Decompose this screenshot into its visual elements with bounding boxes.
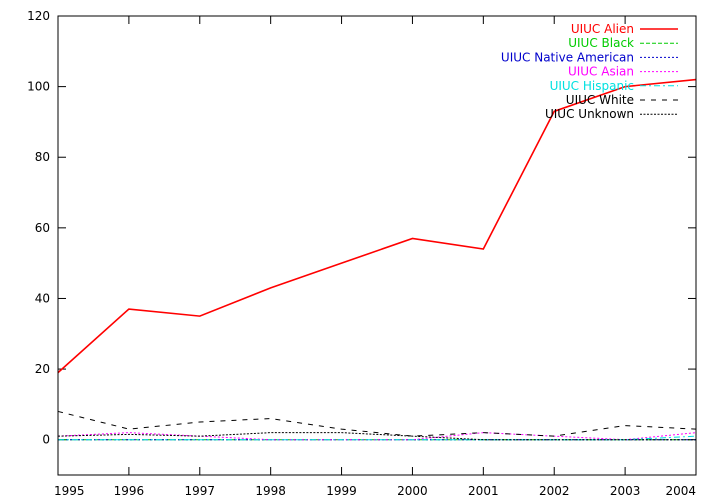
series-lines xyxy=(57,78,697,441)
x-tick-label: 2001 xyxy=(468,484,499,498)
series-line-uiuc-unknown xyxy=(57,432,696,441)
legend-label: UIUC Native American xyxy=(501,50,634,64)
x-tick-label: 1995 xyxy=(54,484,85,498)
axes: 0 20 40 60 80 100 120 1995 1996 1997 1998 1999 2000 2… xyxy=(27,9,697,498)
series-line-uiuc-alien xyxy=(57,78,697,374)
x-tick-label: 1996 xyxy=(114,484,145,498)
y-tick-label: 100 xyxy=(27,80,50,94)
y-tick-label: 120 xyxy=(27,9,50,23)
x-tick-label: 1999 xyxy=(326,484,357,498)
y-tick-label: 0 xyxy=(42,433,50,447)
y-tick-label: 40 xyxy=(35,291,50,305)
legend-label: UIUC Black xyxy=(568,36,634,50)
x-tick-label: 2003 xyxy=(610,484,641,498)
y-tick-label: 20 xyxy=(35,362,50,376)
plot-frame xyxy=(57,15,697,476)
series-line-uiuc-hispanic xyxy=(58,435,697,441)
y-tick-label: 80 xyxy=(35,150,50,164)
x-tick-label: 1997 xyxy=(185,484,216,498)
y-tick-label: 60 xyxy=(35,221,50,235)
legend-label: UIUC Hispanic xyxy=(550,79,634,93)
legend-label: UIUC White xyxy=(566,93,634,107)
x-tick-label: 2004 xyxy=(665,484,696,498)
legend-label: UIUC Alien xyxy=(571,22,634,36)
legend-label: UIUC Unknown xyxy=(545,107,634,121)
legend-label: UIUC Asian xyxy=(568,65,634,79)
series-line-uiuc-asian xyxy=(57,432,697,441)
x-tick-label: 1998 xyxy=(255,484,286,498)
x-tick-label: 2000 xyxy=(397,484,428,498)
series-line-uiuc-white xyxy=(57,410,697,437)
x-tick-label: 2002 xyxy=(539,484,570,498)
